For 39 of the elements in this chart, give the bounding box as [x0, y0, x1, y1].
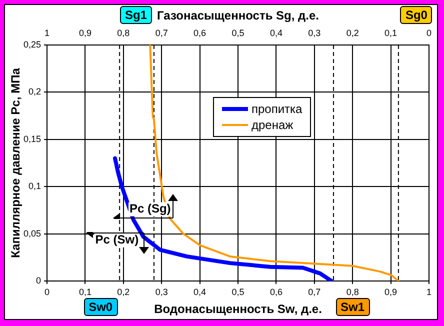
legend-label: дренаж: [252, 118, 294, 132]
x2-tick-label: 0,7: [155, 28, 168, 38]
x-tick-label: 0,9: [384, 286, 398, 297]
x-tick-label: 0,1: [78, 286, 92, 297]
x2-tick-label: 0: [426, 28, 432, 38]
x-tick-label: 0,3: [155, 286, 168, 297]
annotation: Pc (Sg): [129, 202, 171, 216]
y-tick-label: 0,1: [28, 181, 41, 192]
x2-tick-label: 0,8: [117, 28, 130, 38]
y-tick-label: 0: [36, 275, 41, 286]
y-tick-label: 0,15: [23, 134, 41, 144]
y-tick-label: 0,25: [23, 39, 41, 50]
ref-line-label: Sw1: [336, 298, 370, 316]
ref-line-label: Sg0: [400, 6, 432, 24]
x2-tick-label: 0,2: [346, 28, 359, 38]
ref-line-label: Sg1: [120, 6, 152, 24]
x2-tick-label: 0,5: [232, 28, 244, 38]
x2-tick-label: 0,1: [384, 28, 398, 38]
x2-tick-label: 1: [44, 28, 50, 38]
ref-line-label: Sw0: [84, 298, 118, 316]
legend-label: пропитка: [252, 102, 302, 116]
x-tick-label: 0,8: [346, 286, 359, 297]
annotation: Pc (Sw): [95, 232, 139, 247]
x-tick-label: 0,7: [308, 286, 321, 297]
x-tick-label: 1: [426, 286, 432, 297]
x-tick-label: 0: [44, 286, 50, 297]
x2-tick-label: 0,3: [308, 28, 321, 38]
x2-axis-title: Газонасыщенность Sg, д.е.: [157, 8, 319, 23]
x2-tick-label: 0,9: [78, 28, 92, 38]
x-axis-title: Водонасыщенность Sw, д.е.: [154, 302, 322, 316]
y-axis-title: Капиллярное давление Pc, МПа: [8, 68, 23, 258]
x-tick-label: 0,4: [194, 286, 206, 297]
x-tick-label: 0,5: [232, 286, 244, 297]
y-tick-label: 0,2: [28, 86, 41, 97]
x-tick-label: 0,2: [117, 286, 130, 297]
y-tick-label: 0,05: [23, 228, 41, 238]
x2-tick-label: 0,6: [194, 28, 206, 38]
x2-tick-label: 0,4: [270, 28, 282, 38]
x-tick-label: 0,6: [270, 286, 282, 297]
